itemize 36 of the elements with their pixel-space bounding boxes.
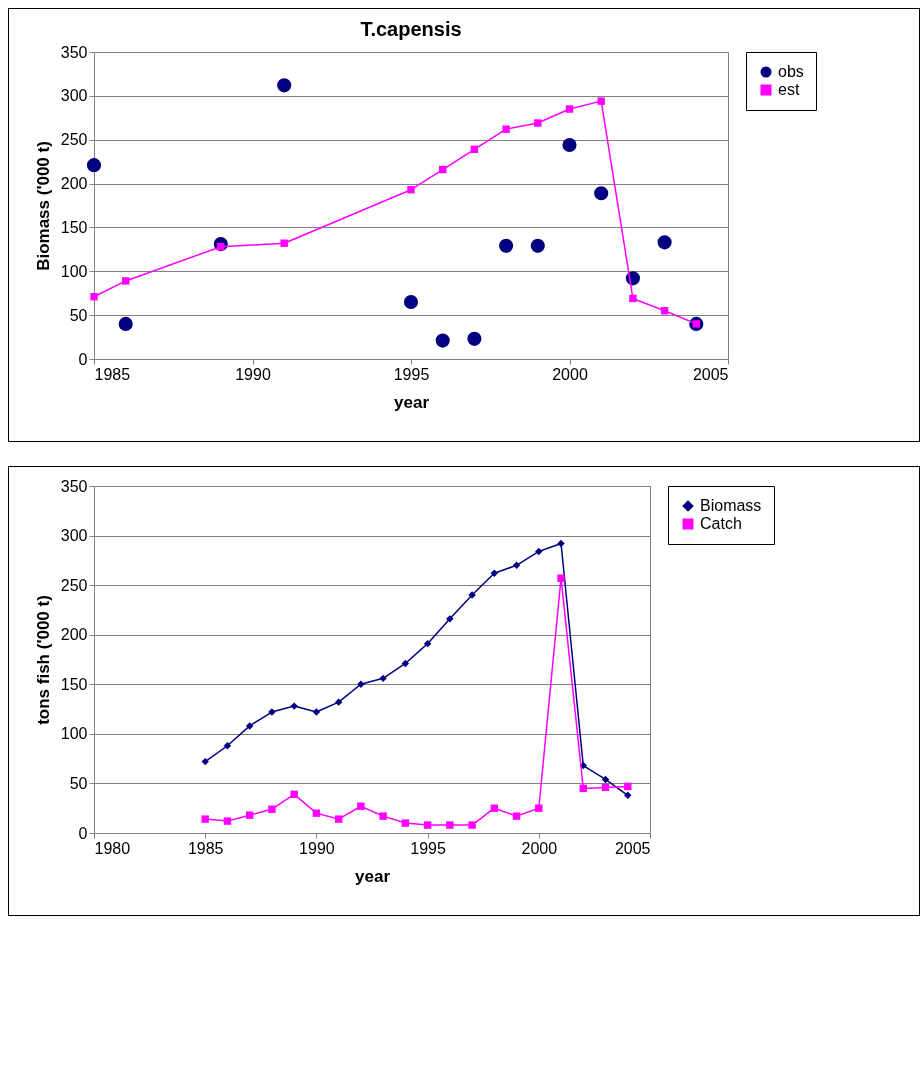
x-tick-label: 1985 — [94, 365, 131, 383]
y-tick-label: 100 — [60, 262, 88, 280]
x-axis-title: year — [355, 866, 391, 886]
x-tick-label: 1995 — [410, 839, 446, 857]
y-tick-label: 200 — [60, 626, 88, 644]
y-axis-title: tons fish ('000 t) — [33, 595, 53, 725]
y-tick-label: 200 — [60, 175, 88, 193]
legend-label: Biomass — [700, 497, 762, 514]
y-tick-label: 0 — [78, 350, 88, 368]
y-axis-title: Biomass ('000 t) — [33, 141, 53, 271]
x-tick-label: 1995 — [393, 365, 430, 383]
x-tick-label: 2005 — [692, 365, 729, 383]
y-tick-label: 350 — [60, 477, 88, 495]
y-tick-label: 100 — [60, 725, 88, 743]
y-tick-label: 50 — [69, 774, 88, 792]
chart-title: T.capensis — [360, 18, 462, 40]
y-tick-label: 300 — [60, 87, 88, 105]
x-tick-label: 2000 — [521, 839, 558, 857]
x-tick-label: 2005 — [614, 839, 651, 857]
legend-label: Catch — [700, 515, 742, 532]
y-tick-label: 300 — [60, 527, 88, 545]
y-tick-label: 350 — [60, 43, 88, 61]
x-tick-label: 1990 — [235, 365, 271, 383]
x-tick-label: 1985 — [187, 839, 224, 857]
x-tick-label: 1980 — [94, 839, 131, 857]
y-tick-label: 250 — [60, 576, 88, 594]
y-tick-label: 150 — [60, 675, 88, 693]
y-tick-label: 250 — [60, 131, 88, 149]
x-axis-title: year — [394, 392, 430, 412]
x-tick-label: 1990 — [299, 839, 335, 857]
x-tick-label: 2000 — [552, 365, 588, 383]
y-tick-label: 0 — [78, 824, 88, 842]
legend-label: est — [778, 81, 800, 98]
legend-label: obs — [778, 63, 804, 80]
y-tick-label: 50 — [69, 306, 88, 324]
y-tick-label: 150 — [60, 218, 88, 236]
